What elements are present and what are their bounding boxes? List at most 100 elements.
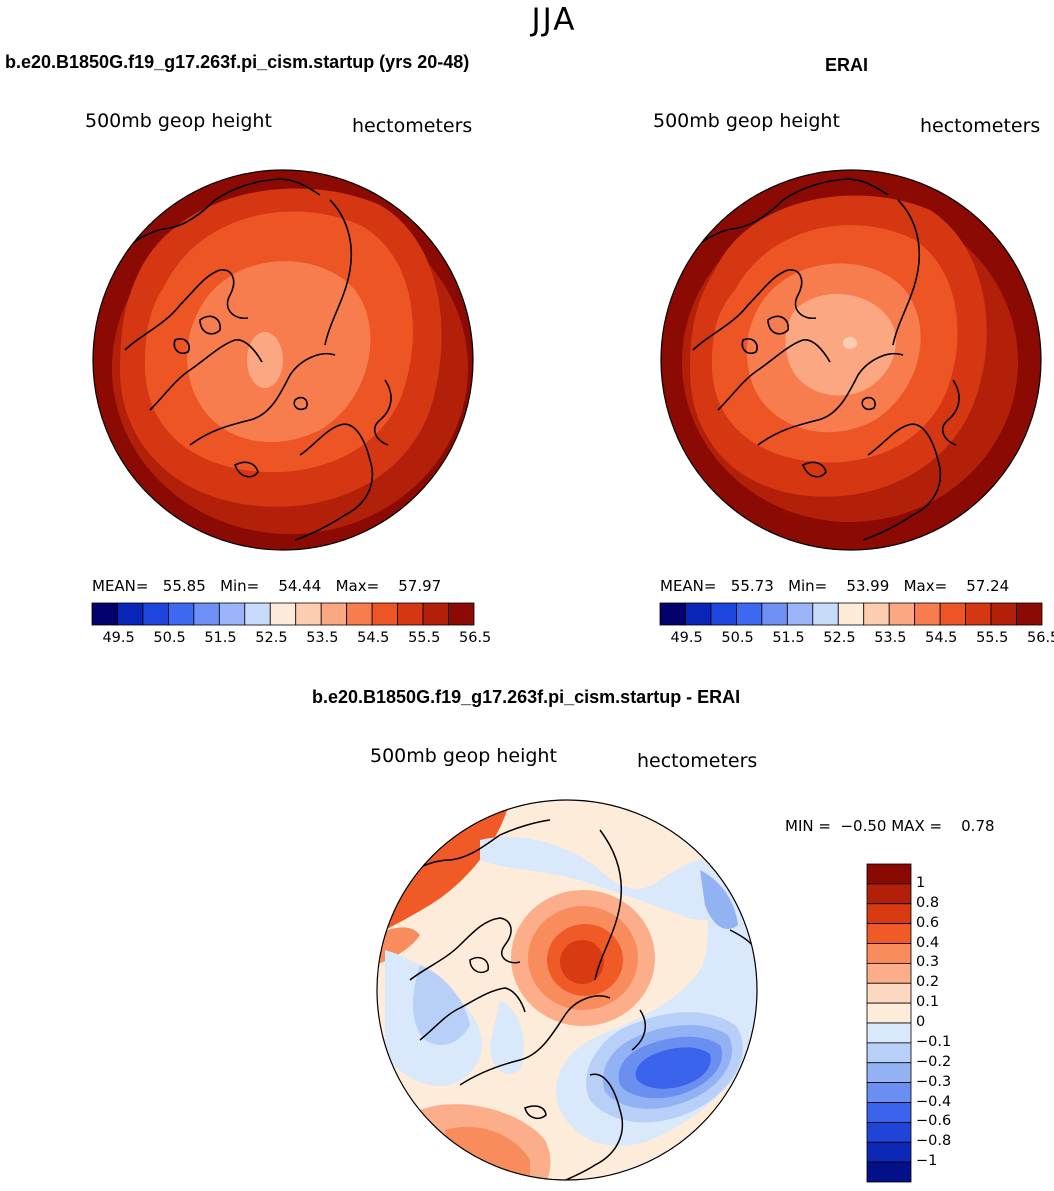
difference-colorbar-tick-label: 0.6 xyxy=(916,914,940,931)
difference-colorbar-tick-label: −0.4 xyxy=(916,1093,952,1110)
obs-colorbar-tick-label: 49.5 xyxy=(670,630,703,646)
difference-max-label: MAX = xyxy=(891,817,943,835)
obs-colorbar-swatch xyxy=(888,602,916,626)
model-colorbar-tick-label: 56.5 xyxy=(459,630,492,646)
diff-negative-northeast xyxy=(700,870,738,929)
contour-fill-53-5 xyxy=(843,337,857,349)
difference-colorbar-swatch xyxy=(866,1082,912,1103)
model-colorbar-swatch xyxy=(117,602,144,626)
difference-colorbar-swatch xyxy=(866,883,912,905)
diff-negative-north xyxy=(480,836,757,920)
obs-max-value: 57.24 xyxy=(966,577,1010,595)
obs-colorbar-tick-label: 52.5 xyxy=(823,630,856,646)
obs-colorbar-swatch xyxy=(736,602,763,626)
model-colorbar-swatch xyxy=(142,602,169,626)
diff-negative-small xyxy=(490,1000,524,1074)
model-colorbar-tick-label: 53.5 xyxy=(306,630,339,646)
model-coastlines xyxy=(109,178,392,541)
difference-colorbar-swatch xyxy=(866,1141,912,1163)
model-colorbar-tick-label: 51.5 xyxy=(204,630,237,646)
difference-colorbar-swatch xyxy=(866,1042,912,1064)
obs-mean-label: MEAN= xyxy=(660,577,717,595)
difference-min-value: −0.50 xyxy=(840,817,887,835)
contour-fill-54 xyxy=(785,293,896,396)
obs-colorbar-tick-label: 51.5 xyxy=(772,630,805,646)
obs-stats: MEAN= 55.73 Min= 53.99 Max= 57.24 xyxy=(660,577,1009,595)
difference-max-value: 0.78 xyxy=(961,817,995,835)
difference-colorbar-swatch xyxy=(866,903,912,925)
model-mean-value: 55.85 xyxy=(162,577,206,595)
obs-min-value: 53.99 xyxy=(846,577,890,595)
obs-colorbar-tick-label: 55.5 xyxy=(976,630,1009,646)
model-colorbar-swatch xyxy=(397,602,424,626)
difference-colorbar-tick-label: −0.8 xyxy=(916,1133,952,1150)
difference-colorbar-tick-label: −0.1 xyxy=(916,1033,952,1050)
obs-polar-map xyxy=(660,169,1042,551)
difference-colorbar-tick-label: −0.6 xyxy=(916,1113,952,1130)
obs-colorbar-swatch xyxy=(837,602,865,626)
difference-colorbar-tick-label: −0.3 xyxy=(916,1073,952,1090)
obs-colorbar-swatch xyxy=(939,602,967,626)
obs-colorbar xyxy=(659,602,1043,626)
obs-variable-label: 500mb geop height xyxy=(653,110,840,132)
difference-colorbar-tick-label: −1 xyxy=(916,1153,938,1170)
model-colorbar-tick-label: 55.5 xyxy=(408,630,441,646)
model-polar-map xyxy=(92,169,474,551)
model-colorbar-swatch xyxy=(91,602,118,626)
diff-negative-west-core xyxy=(413,965,470,1045)
season-title: JJA xyxy=(531,2,577,38)
model-colorbar-swatch xyxy=(346,602,373,626)
model-max-label: Max= xyxy=(335,577,380,595)
model-max-value: 57.97 xyxy=(398,577,442,595)
difference-min-label: MIN = xyxy=(785,817,831,835)
obs-panel-title: ERAI xyxy=(825,55,869,75)
obs-colorbar-swatch xyxy=(914,602,941,626)
difference-colorbar-swatch xyxy=(866,962,912,984)
difference-colorbar-swatch xyxy=(866,1102,912,1123)
model-stats: MEAN= 55.85 Min= 54.44 Max= 57.97 xyxy=(92,577,441,595)
obs-min-label: Min= xyxy=(788,577,828,595)
obs-colorbar-swatch xyxy=(786,602,814,626)
model-colorbar-tick-label: 52.5 xyxy=(255,630,288,646)
difference-colorbar-swatch xyxy=(866,982,912,1004)
difference-colorbar-swatch xyxy=(866,1121,912,1143)
obs-colorbar-swatch xyxy=(990,602,1017,626)
obs-colorbar-swatch xyxy=(685,602,712,626)
model-colorbar-swatch xyxy=(295,602,322,626)
model-colorbar-tick-label: 54.5 xyxy=(357,630,390,646)
difference-variable-label: 500mb geop height xyxy=(370,745,557,767)
diff-negative-east-0-4 xyxy=(635,1047,711,1089)
obs-colorbar-swatch xyxy=(761,602,788,626)
difference-colorbar-swatch xyxy=(866,1002,912,1024)
model-colorbar xyxy=(91,602,475,626)
contour-fill-54 xyxy=(247,332,283,388)
difference-colorbar-swatch xyxy=(866,863,912,885)
model-colorbar-swatch xyxy=(422,602,449,626)
difference-colorbar-tick-label: 0.4 xyxy=(916,934,940,951)
obs-mean-value: 55.73 xyxy=(730,577,774,595)
model-colorbar-swatch xyxy=(269,602,297,626)
obs-colorbar-swatch xyxy=(863,602,890,626)
difference-colorbar-swatch xyxy=(866,1062,912,1084)
difference-colorbar-tick-label: 0.8 xyxy=(916,894,940,911)
diff-center-0-6 xyxy=(560,940,604,984)
obs-colorbar-swatch xyxy=(1016,602,1043,626)
obs-coastlines xyxy=(677,178,960,541)
model-panel-title: b.e20.B1850G.f19_g17.263f.pi_cism.startu… xyxy=(5,52,470,72)
difference-colorbar-tick-label: 0 xyxy=(916,1014,926,1030)
difference-polar-map xyxy=(376,799,758,1181)
obs-colorbar-tick-label: 54.5 xyxy=(925,630,958,646)
model-units-label: hectometers xyxy=(352,115,473,137)
model-colorbar-swatch xyxy=(320,602,348,626)
obs-colorbar-tick-label: 50.5 xyxy=(721,630,754,646)
model-colorbar-tick-label: 50.5 xyxy=(153,630,186,646)
obs-colorbar-tick-label: 53.5 xyxy=(874,630,907,646)
difference-colorbar-swatch xyxy=(866,1161,912,1183)
obs-colorbar-swatch xyxy=(812,602,839,626)
model-mean-label: MEAN= xyxy=(92,577,149,595)
model-min-label: Min= xyxy=(220,577,260,595)
difference-colorbar-tick-label: 0.1 xyxy=(916,994,940,1011)
difference-colorbar-tick-label: 0.3 xyxy=(916,954,940,971)
model-colorbar-tick-label: 49.5 xyxy=(102,630,135,646)
